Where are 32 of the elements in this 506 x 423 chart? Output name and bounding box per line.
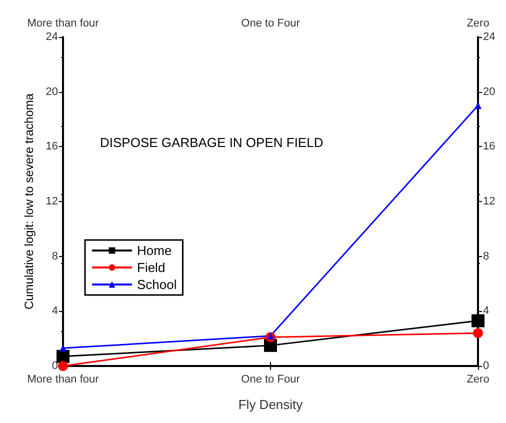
y-axis-title: Cumulative logit: low to severe trachoma <box>22 93 36 310</box>
y2-tick-label: 16 <box>483 140 496 153</box>
category-label: One to Four <box>241 18 300 30</box>
y2-tick-label: 4 <box>483 305 490 318</box>
legend-label: Field <box>137 260 166 275</box>
x-tick-label: More than four <box>27 374 100 386</box>
y2-tick-label: 8 <box>483 250 490 262</box>
category-label: Zero <box>466 18 490 30</box>
category-label: More than four <box>27 18 99 30</box>
x-axis-title: Fly Density <box>238 397 304 412</box>
y2-tick-label: 20 <box>483 86 496 98</box>
y2-tick-label: 12 <box>483 196 496 208</box>
y2-tick-label: 0 <box>483 360 490 372</box>
annotation: DISPOSE GARBAGE IN OPEN FIELD <box>100 135 324 150</box>
point <box>472 314 484 328</box>
legend-label: School <box>137 277 177 292</box>
y-tick-label: 12 <box>46 196 58 208</box>
y-tick-label: 16 <box>46 140 58 153</box>
y-tick-label: 20 <box>46 86 58 98</box>
y-tick-label: 4 <box>52 305 58 318</box>
y2-tick-label: 24 <box>483 31 496 43</box>
x-tick-label: One to Four <box>241 374 300 386</box>
legend-label: Home <box>137 243 172 258</box>
point <box>267 332 274 340</box>
point <box>474 102 482 110</box>
y-tick-label: 0 <box>52 360 58 372</box>
y-tick-label: 24 <box>46 31 58 43</box>
point <box>60 344 66 352</box>
x-tick-label: Zero <box>466 374 490 386</box>
y-tick-label: 8 <box>52 250 58 262</box>
point <box>473 328 483 338</box>
point <box>58 361 68 371</box>
